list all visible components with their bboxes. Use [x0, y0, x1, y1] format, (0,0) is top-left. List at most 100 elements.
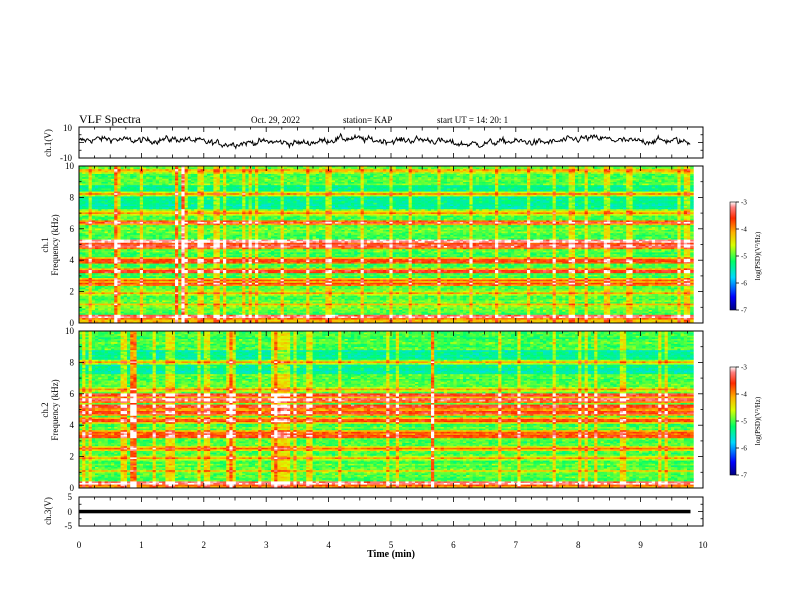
- spectrogram-cell: [578, 172, 582, 175]
- spectrogram-cell: [440, 174, 445, 176]
- spectrogram-cell: [405, 167, 409, 170]
- spectrogram-cell: [120, 178, 125, 181]
- spectrogram-cell: [629, 172, 633, 175]
- spectrogram-cell: [559, 182, 563, 184]
- spectrogram-cell: [450, 175, 454, 178]
- spectrogram-cell: [152, 170, 157, 173]
- spectrogram-cell: [495, 175, 499, 178]
- spectrogram-cell: [546, 175, 550, 178]
- spectrogram-cell: [427, 177, 432, 180]
- spectrogram-cell: [511, 174, 515, 176]
- spectrogram-cell: [178, 167, 182, 170]
- spectrogram-cell: [178, 172, 182, 175]
- spectrogram-cell: [642, 174, 646, 176]
- spectrogram-cell: [587, 182, 592, 184]
- spectrogram-cell: [488, 166, 493, 168]
- spectrogram-cell: [664, 174, 669, 176]
- spectrogram-cell: [632, 177, 637, 180]
- spectrogram-cell: [687, 174, 691, 176]
- spectrogram-cell: [216, 177, 221, 180]
- spectrogram-cell: [235, 180, 240, 183]
- spectrogram-cell: [479, 174, 483, 176]
- spectrogram-cell: [386, 175, 390, 178]
- spectrogram-cell: [501, 169, 505, 172]
- spectrogram-cell: [655, 166, 659, 168]
- spectrogram-cell: [213, 182, 217, 184]
- spectrogram-cell: [162, 182, 166, 184]
- spectrogram-cell: [395, 174, 400, 176]
- spectrogram-cell: [447, 167, 451, 170]
- spectrogram-cell: [603, 175, 608, 178]
- spectrogram-cell: [197, 180, 201, 183]
- spectrogram-cell: [523, 167, 528, 170]
- spectrogram-cell: [533, 180, 537, 183]
- spectrogram-cell: [82, 180, 86, 183]
- spectrogram-cell: [315, 177, 320, 180]
- spectrogram-cell: [283, 175, 288, 178]
- spectrogram-cell: [440, 182, 445, 184]
- spectrogram-cell: [139, 183, 144, 186]
- spectrogram-cell: [504, 182, 509, 184]
- spectrogram-cell: [591, 175, 595, 178]
- spectrogram-cell: [437, 169, 441, 172]
- spectrogram-cell: [203, 167, 208, 170]
- spectrogram-cell: [511, 178, 515, 181]
- spectrogram-cell: [101, 172, 105, 175]
- spectrogram-cell: [162, 170, 166, 173]
- spectrogram-cell: [299, 180, 304, 183]
- spectrogram-cell: [79, 182, 83, 184]
- spectrogram-cell: [539, 174, 544, 176]
- spectrogram-cell: [664, 167, 669, 170]
- spectrogram-cell: [207, 166, 211, 168]
- spectrogram-cell: [674, 170, 678, 173]
- spectrogram-cell: [335, 180, 339, 183]
- spectrogram-cell: [280, 169, 285, 172]
- spectrogram-cell: [88, 180, 93, 183]
- spectrogram-cell: [226, 172, 230, 175]
- spectrogram-cell: [549, 180, 553, 183]
- spectrogram-cell: [635, 170, 640, 173]
- spectrogram-cell: [143, 167, 147, 170]
- spectrogram-cell: [443, 172, 448, 175]
- spectrogram-cell: [479, 182, 483, 184]
- spectrogram-cell: [568, 177, 573, 180]
- spectrogram-cell: [600, 169, 605, 172]
- spectrogram-cell: [405, 172, 409, 175]
- spectrogram-cell: [549, 174, 553, 176]
- spectrogram-cell: [127, 166, 131, 168]
- spectrogram-cell: [344, 182, 349, 184]
- spectrogram-cell: [165, 182, 169, 184]
- spectrogram-cell: [376, 167, 381, 170]
- spectrogram-cell: [370, 177, 374, 180]
- spectrogram-cell: [527, 178, 531, 181]
- spectrogram-cell: [213, 172, 217, 175]
- spectrogram-cell: [280, 170, 285, 173]
- spectrogram-cell: [162, 167, 166, 170]
- spectrogram-cell: [219, 182, 224, 184]
- spectrogram-cell: [136, 180, 141, 183]
- spectrogram-cell: [315, 182, 320, 184]
- spectrogram-cell: [495, 167, 499, 170]
- spectrogram-cell: [677, 167, 681, 170]
- spectrogram-cell: [392, 170, 397, 173]
- spectrogram-cell: [178, 169, 182, 172]
- spectrogram-cell: [149, 170, 153, 173]
- spectrogram-cell: [277, 182, 281, 184]
- spectrogram-cell: [498, 172, 502, 175]
- spectrogram-cell: [104, 178, 109, 181]
- spectrogram-cell: [255, 177, 259, 180]
- spectrogram-cell: [495, 170, 499, 173]
- spectrogram-cell: [274, 175, 278, 178]
- spectrogram-cell: [626, 170, 630, 173]
- spectrogram-cell: [277, 175, 281, 178]
- spectrogram-cell: [610, 175, 614, 178]
- spectrogram-cell: [226, 180, 230, 183]
- spectrogram-cell: [85, 178, 89, 181]
- spectrogram-cell: [271, 174, 275, 176]
- spectrogram-cell: [571, 174, 576, 176]
- spectrogram-cell: [594, 172, 598, 175]
- spectrogram-cell: [360, 172, 365, 175]
- spectrogram-cell: [578, 177, 582, 180]
- spectrogram-cell: [139, 177, 144, 180]
- spectrogram-cell: [130, 182, 134, 184]
